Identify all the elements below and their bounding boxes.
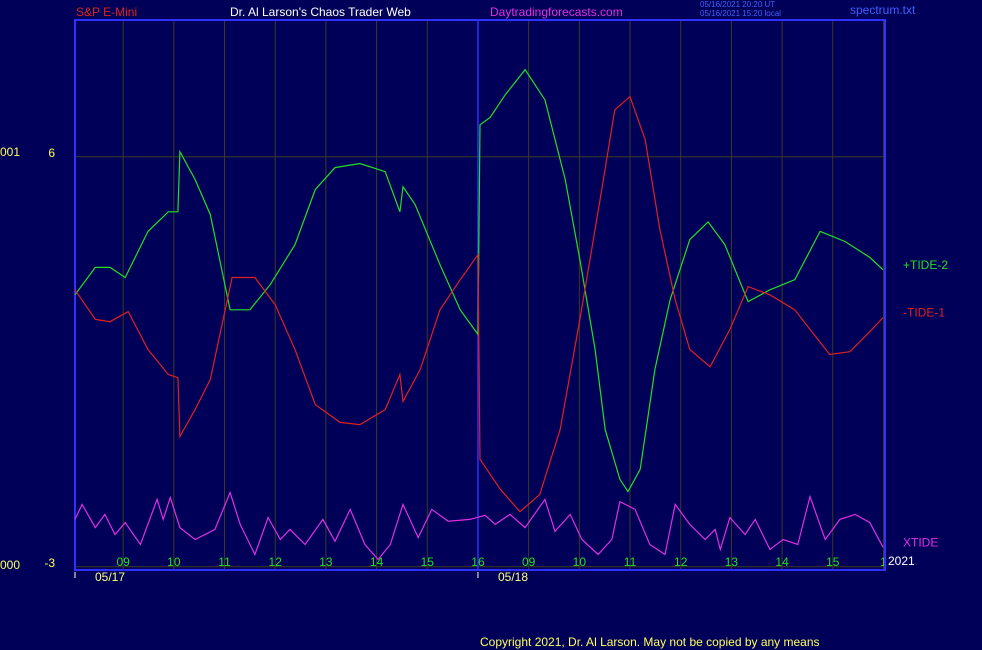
x-tick-label: 11 (624, 555, 637, 569)
y-tick-label: 6 (48, 146, 55, 160)
series-line (74, 490, 884, 561)
copyright: Copyright 2021, Dr. Al Larson. May not b… (480, 635, 820, 649)
x-tick-label: 14 (775, 555, 789, 569)
x-tick-label: 12 (269, 555, 283, 569)
legend-label: XTIDE (903, 535, 938, 549)
legend-label: +TIDE-2 (903, 258, 948, 272)
year-label: 2021 (888, 554, 915, 568)
instrument: S&P E-Mini (76, 5, 137, 19)
date-label: 05/18 (498, 570, 528, 584)
plot-border (74, 19, 886, 571)
x-tick-label: 13 (725, 555, 739, 569)
x-tick-label: 11 (218, 555, 231, 569)
left-label: 000 (0, 558, 20, 572)
stamp-ut: 05/16/2021 20:20 UT (700, 0, 775, 9)
x-tick-label: 09 (116, 555, 130, 569)
left-label: 001 (0, 145, 20, 159)
x-tick-label: 12 (674, 555, 688, 569)
x-tick-label: 13 (319, 555, 333, 569)
series-line (74, 68, 884, 493)
date-label: 05/17 (95, 570, 125, 584)
x-tick-label: 1 (880, 555, 887, 569)
series-line (74, 95, 884, 513)
x-tick-label: 10 (573, 555, 587, 569)
site: Daytradingforecasts.com (490, 5, 623, 19)
x-tick-label: 10 (167, 555, 181, 569)
stamp-local: 05/16/2021 15:20 local (700, 9, 781, 18)
chart-title: Dr. Al Larson's Chaos Trader Web (230, 5, 411, 19)
x-tick-label: 15 (421, 555, 435, 569)
y-tick-label: -3 (44, 556, 55, 570)
x-tick-label: 15 (826, 555, 840, 569)
x-tick-label: 09 (522, 555, 536, 569)
x-tick-label: 14 (370, 555, 384, 569)
file-name: spectrum.txt (850, 3, 916, 17)
legend-label: -TIDE-1 (903, 306, 945, 320)
